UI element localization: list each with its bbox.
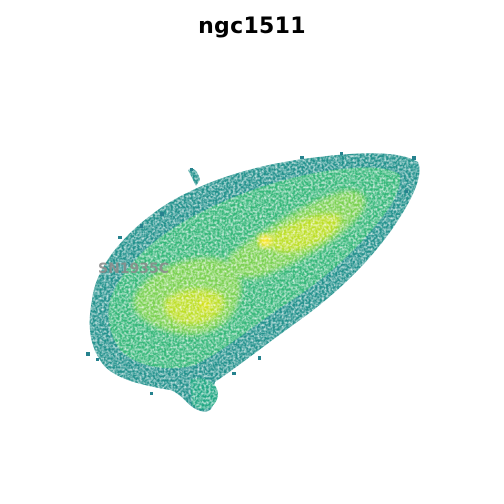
noise-specks	[86, 152, 416, 395]
supernova-label: SN1935C	[98, 261, 170, 277]
galaxy-body	[89, 153, 420, 412]
figure-title: ngc1511	[198, 14, 306, 39]
